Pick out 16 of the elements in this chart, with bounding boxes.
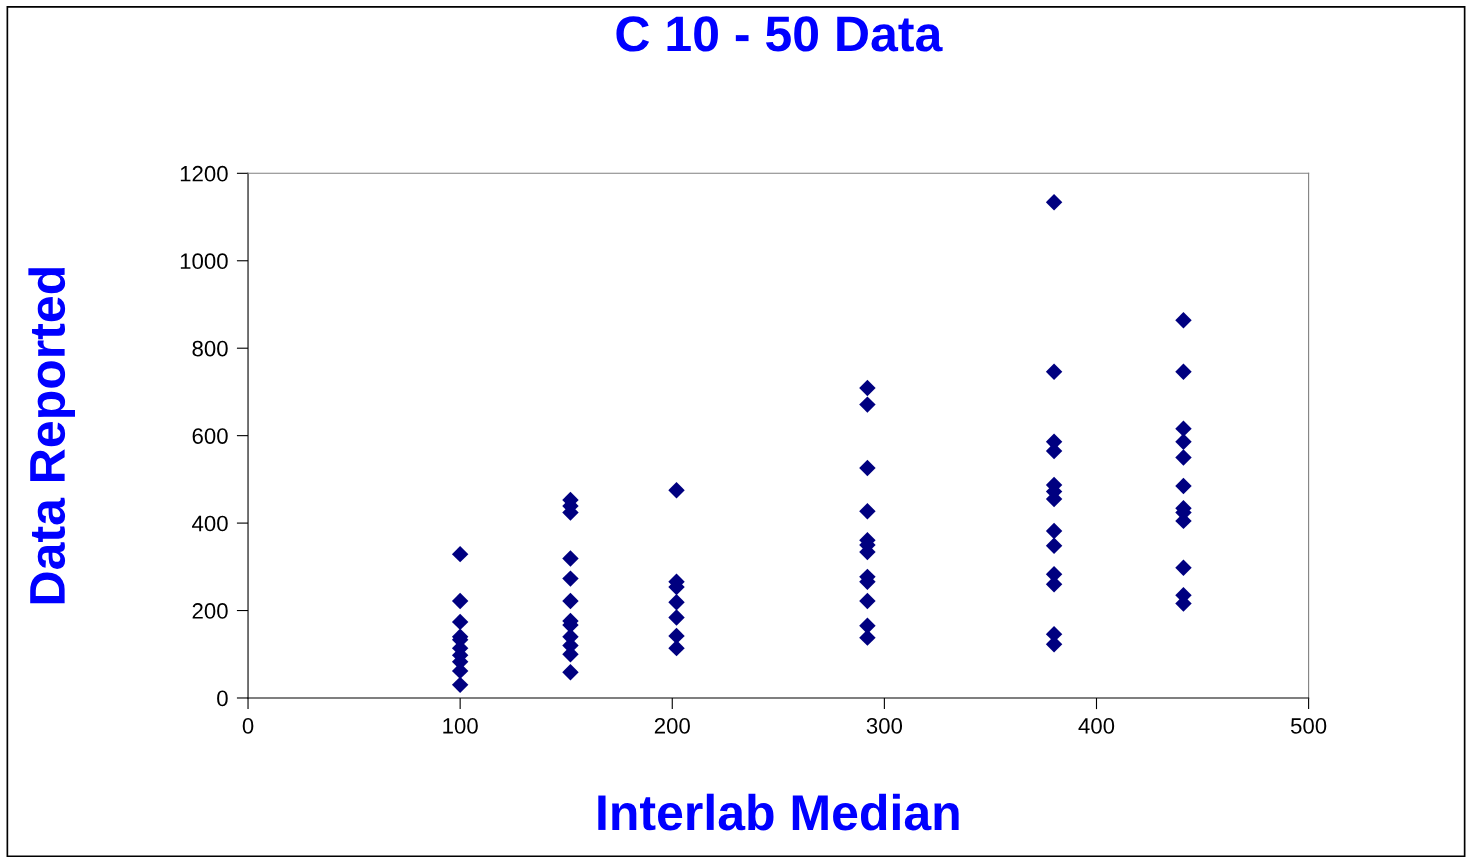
chart-title: C 10 - 50 Data [616, 16, 943, 52]
y-tick-label: 800 [192, 340, 228, 357]
y-tick-label: 0 [217, 690, 228, 707]
y-tick-label: 600 [192, 428, 228, 444]
x-tick-label: 400 [1078, 718, 1115, 734]
x-tick-label: 500 [1290, 718, 1327, 734]
x-tick-label: 200 [654, 718, 690, 734]
y-tick-label: 400 [192, 515, 228, 532]
y-tick-label: 1200 [180, 165, 228, 182]
x-tick-label: 300 [866, 718, 903, 734]
y-axis-title: Data Reported [28, 268, 75, 604]
y-tick-label: 200 [192, 603, 228, 619]
x-axis-title: Interlab Median [598, 793, 959, 831]
y-tick-label: 1000 [180, 253, 228, 270]
x-tick-label: 0 [242, 718, 254, 734]
x-tick-label: 100 [443, 718, 478, 734]
